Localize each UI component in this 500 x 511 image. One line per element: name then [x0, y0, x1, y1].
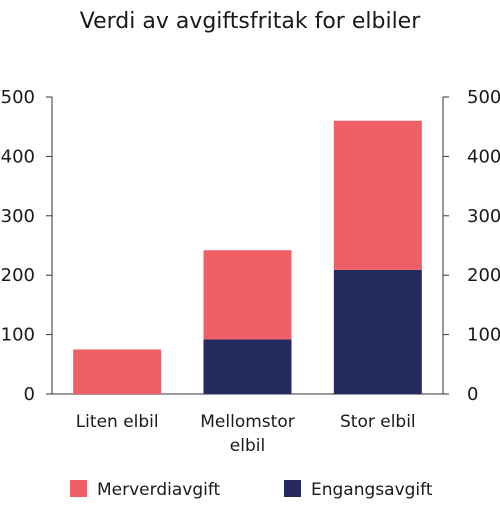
legend-label-engangsavgift: Engangsavgift — [311, 480, 433, 500]
y-tick-label-left: 400 — [1, 146, 35, 167]
bar-merverdiavgift-2 — [333, 120, 422, 270]
bar-engangsavgift-1 — [203, 339, 292, 394]
y-tick-label-right: 0 — [467, 384, 478, 405]
category-labels: Liten elbil Mellomstor elbil Stor elbil — [76, 412, 416, 456]
bars — [73, 120, 422, 394]
y-tick-label-right: 100 — [467, 325, 500, 346]
y-tick-label-right: 500 — [467, 87, 500, 108]
y-tick-label-left: 500 — [1, 87, 35, 108]
y-tick-label-right: 400 — [467, 146, 500, 167]
legend-swatch-engangsavgift — [284, 480, 301, 497]
category-label: Mellomstor — [200, 412, 294, 432]
y-tick-label-right: 200 — [467, 265, 500, 286]
y-tick-label-right: 300 — [467, 206, 500, 227]
legend: Merverdiavgift Engangsavgift — [70, 480, 433, 500]
y-tick-label-left: 0 — [24, 384, 35, 405]
y-tick-label-left: 100 — [1, 325, 35, 346]
legend-swatch-merverdiavgift — [70, 480, 87, 497]
legend-label-merverdiavgift: Merverdiavgift — [97, 480, 221, 500]
bar-engangsavgift-2 — [333, 269, 422, 394]
category-label: elbil — [230, 436, 265, 456]
bar-merverdiavgift-0 — [73, 349, 162, 394]
category-label: Stor elbil — [340, 412, 416, 432]
y-tick-label-left: 300 — [1, 206, 35, 227]
bar-merverdiavgift-1 — [203, 250, 292, 340]
tick-labels: 0 0 100 100 200 200 300 300 400 400 500 500 — [1, 87, 500, 405]
chart-title: Verdi av avgiftsfritak for elbiler — [80, 9, 421, 34]
category-label: Liten elbil — [76, 412, 159, 432]
y-tick-label-left: 200 — [1, 265, 35, 286]
